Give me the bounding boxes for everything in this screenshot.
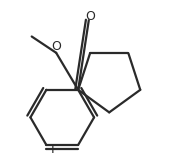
Text: O: O bbox=[86, 10, 95, 23]
Text: O: O bbox=[51, 40, 61, 53]
Text: F: F bbox=[51, 143, 58, 156]
